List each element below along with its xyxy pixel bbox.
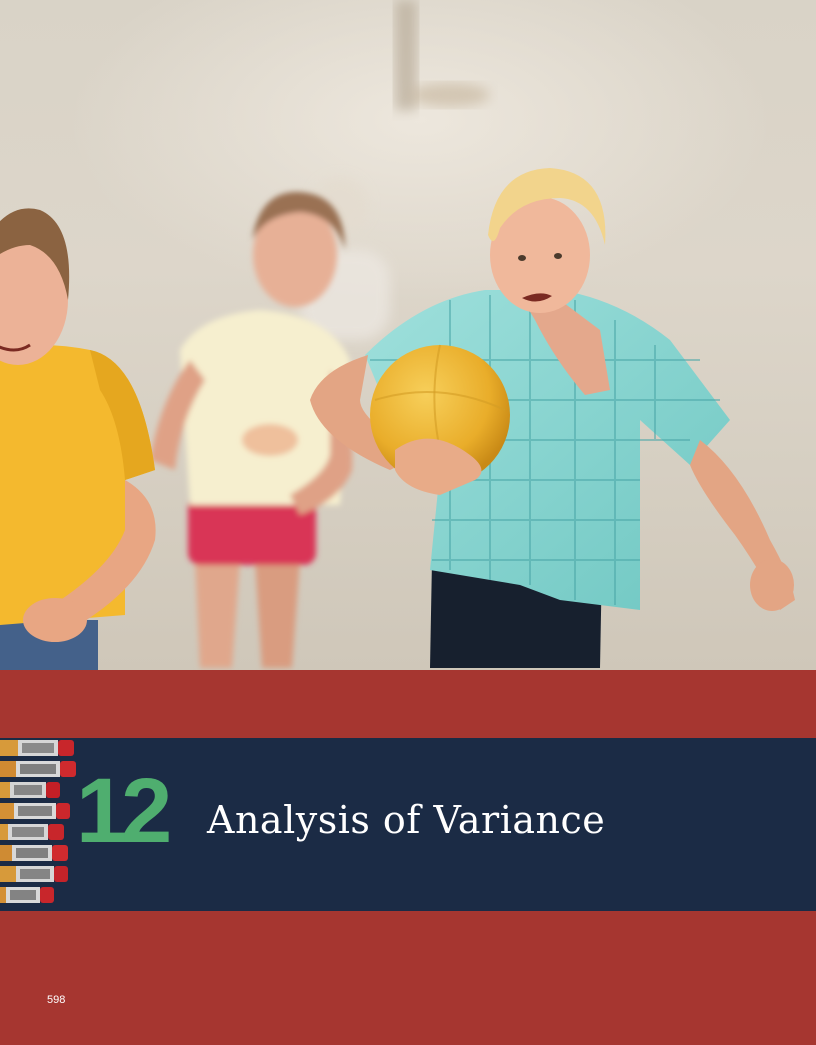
bottom-red-band <box>0 911 816 1045</box>
chapter-title-band <box>0 738 816 911</box>
pencil-stack-icon <box>0 740 76 903</box>
children-running-photo-icon <box>0 0 795 670</box>
chapter-opener-photo <box>0 0 816 670</box>
chapter-number: 12 <box>76 760 172 862</box>
page-number: 598 <box>47 994 66 1006</box>
top-red-band <box>0 670 816 738</box>
chapter-title: Analysis of Variance <box>207 798 606 842</box>
